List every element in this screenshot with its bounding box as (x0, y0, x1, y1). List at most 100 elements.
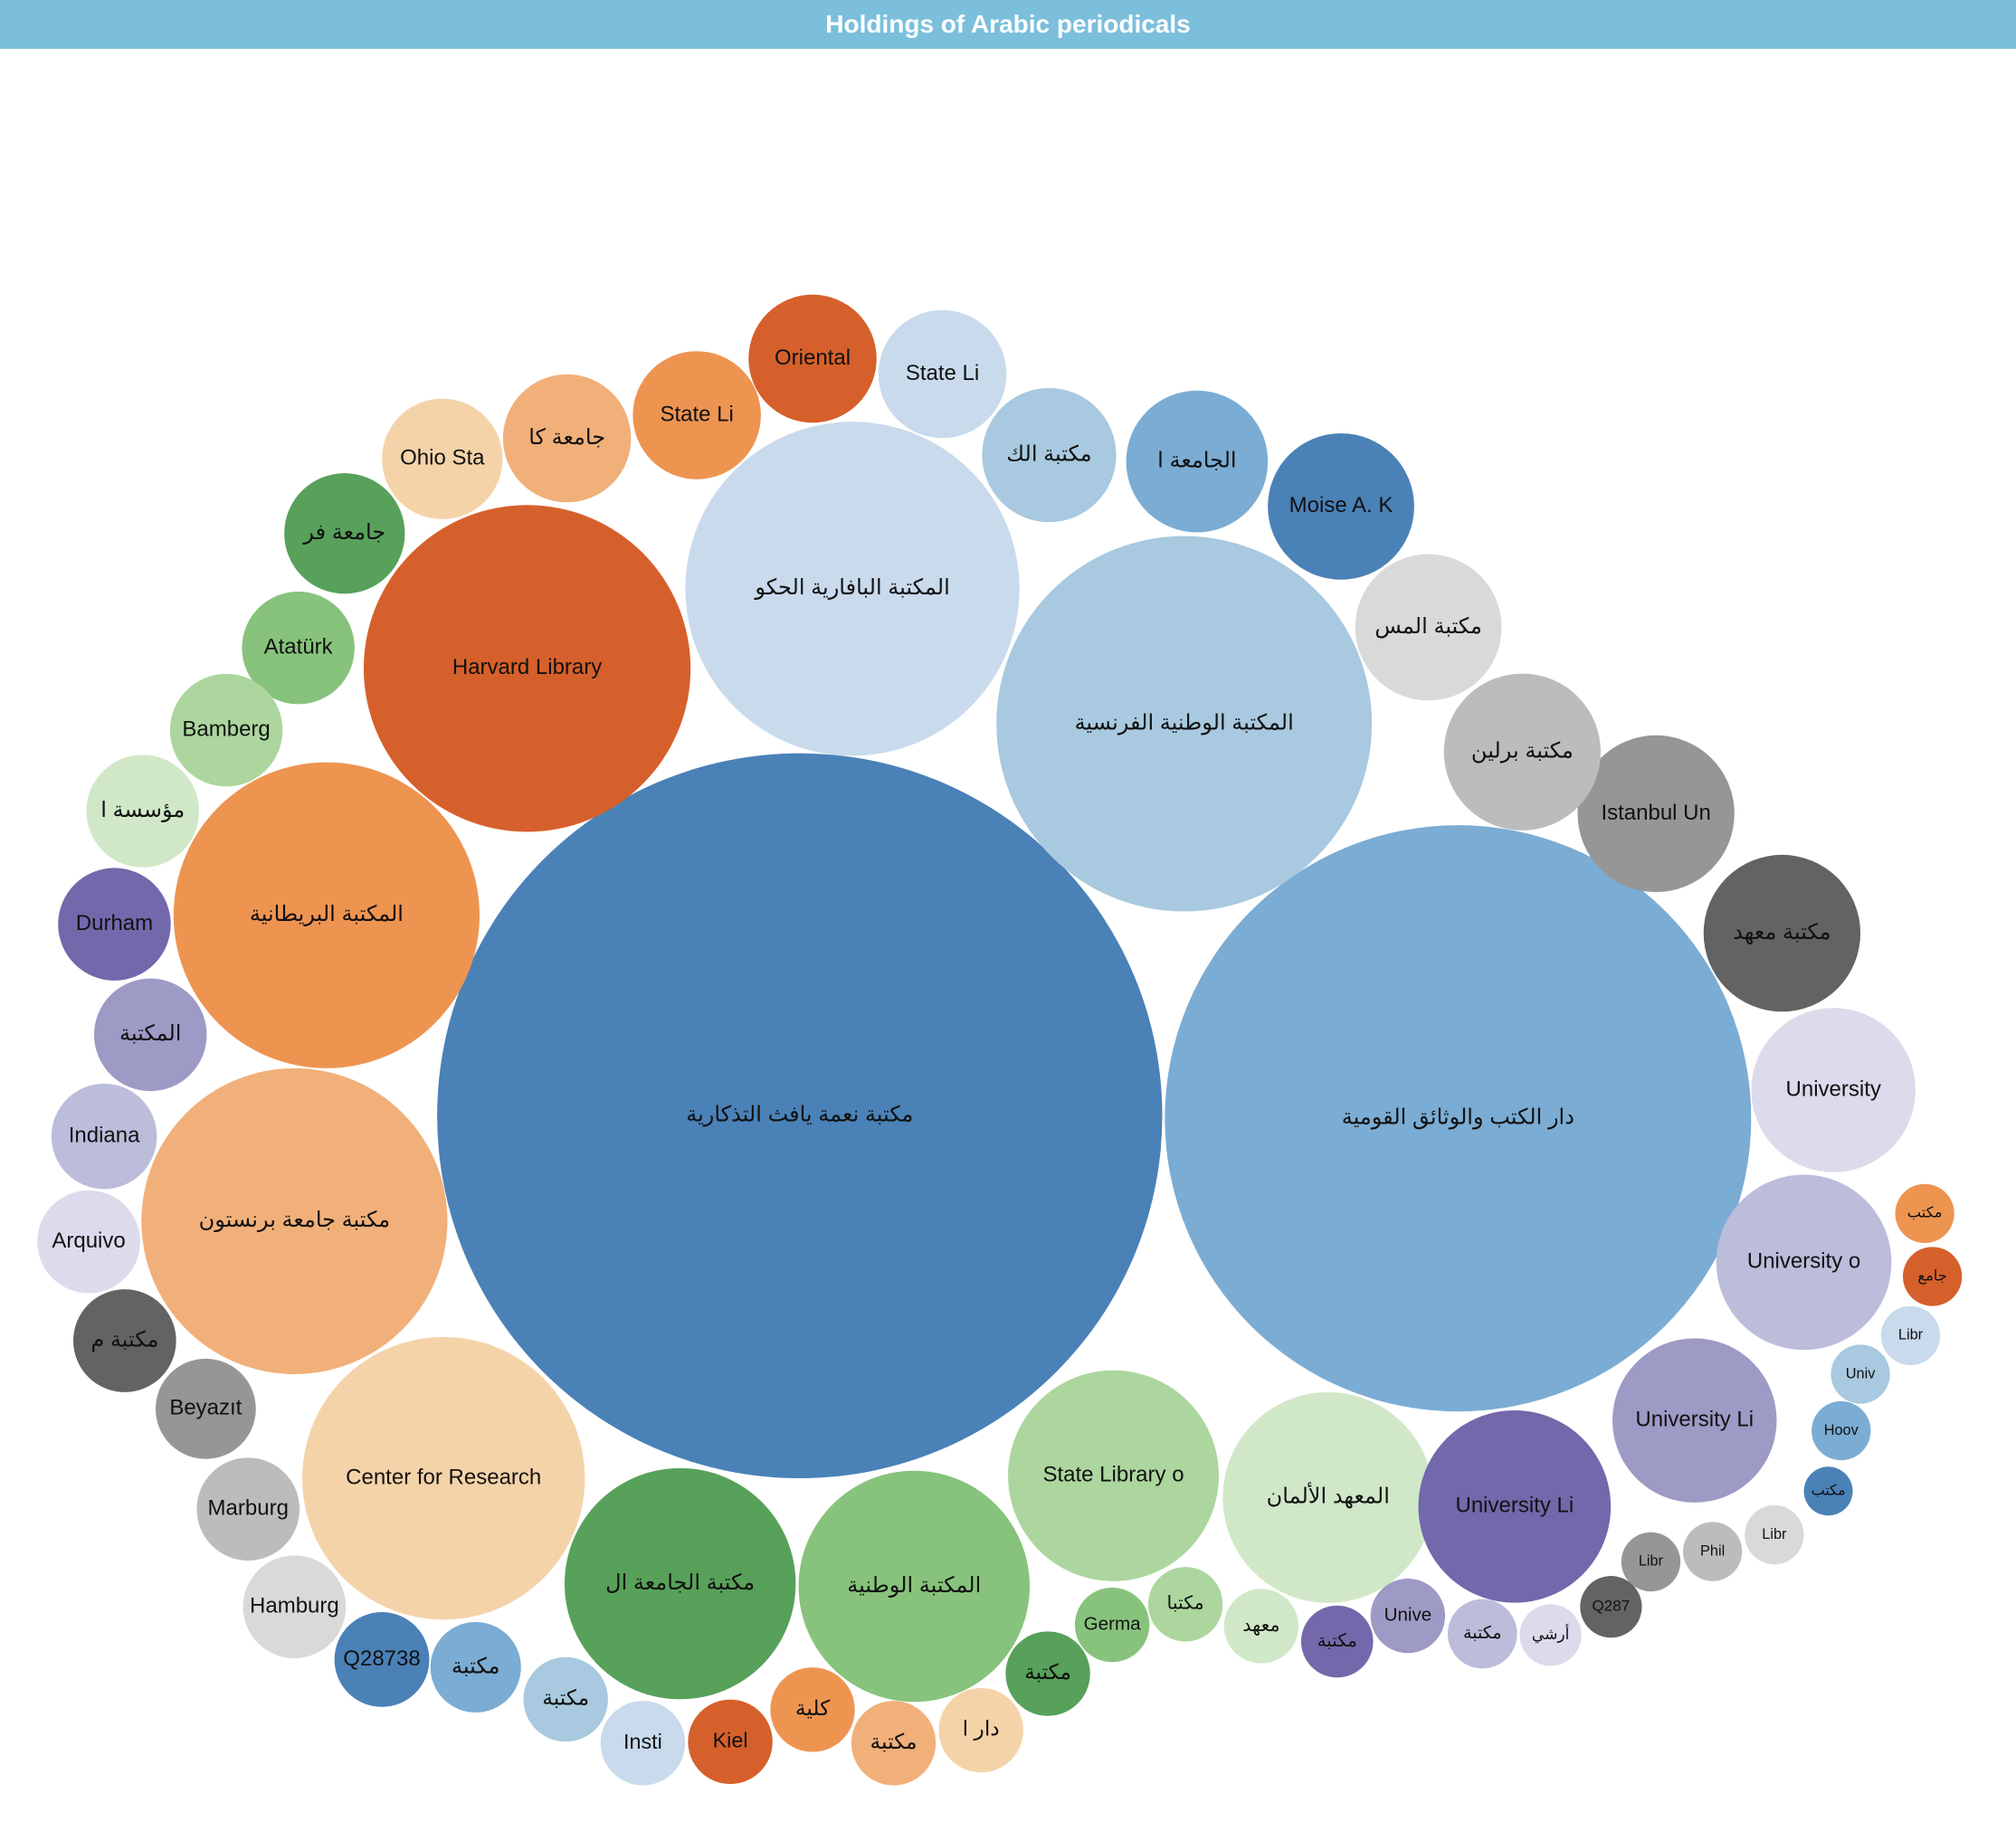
bubble-label: Bamberg (182, 716, 270, 741)
bubble-label: مكتبة (542, 1686, 589, 1710)
bubble-label: State Li (660, 402, 733, 426)
bubble (1621, 1532, 1681, 1592)
bubble-label: Beyazıt (169, 1396, 242, 1420)
bubble-label: مكتبة نعمة يافث التذكارية (686, 1103, 913, 1127)
bubble-label: Istanbul Un (1601, 801, 1710, 825)
bubble-label: Hamburg (250, 1593, 339, 1618)
bubble (196, 1457, 300, 1561)
bubble (1074, 1587, 1150, 1663)
bubble (1831, 1344, 1890, 1404)
bubble-label: State Li (906, 361, 979, 385)
bubble-label: Center for Research (346, 1465, 541, 1489)
bubble (982, 387, 1117, 523)
bubble-label: الجامعة ا (1157, 448, 1236, 472)
bubble (1223, 1589, 1299, 1664)
bubble (430, 1621, 521, 1713)
bubble (1005, 1631, 1090, 1716)
bubble (1268, 432, 1414, 580)
bubble (334, 1612, 430, 1707)
bubble (564, 1467, 796, 1700)
bubble (1165, 825, 1752, 1412)
bubble (770, 1667, 855, 1752)
bubble-label: University (1786, 1077, 1881, 1101)
bubble (141, 1068, 448, 1374)
bubble (1222, 1391, 1434, 1603)
bubble-label: Durham (76, 911, 153, 935)
bubble (1902, 1247, 1963, 1306)
bubble-label: مكتبا (1167, 1593, 1204, 1614)
bubble-label: مكتبة (1317, 1631, 1357, 1651)
bubble (1703, 854, 1861, 1012)
bubble-label: Libr (1762, 1526, 1787, 1542)
bubble-label: Q287 (1593, 1598, 1631, 1615)
bubble (58, 868, 171, 981)
bubble (1803, 1466, 1853, 1516)
bubble (37, 1190, 140, 1294)
bubble-label: Arquivo (52, 1229, 125, 1253)
bubble (600, 1701, 686, 1786)
bubble-label: Oriental (775, 346, 851, 370)
bubble (1519, 1604, 1582, 1666)
bubble (173, 762, 480, 1068)
bubble-label: Insti (623, 1730, 662, 1753)
bubble-label: مكتبة (1463, 1624, 1502, 1643)
bubble (1147, 1567, 1223, 1642)
bubble-label: Hoov (1824, 1422, 1859, 1438)
bubble-label: Q28738 (343, 1646, 420, 1671)
bubble-label: Atatürk (264, 634, 334, 659)
bubble-label: أرشي (1532, 1624, 1569, 1644)
bubble (382, 398, 503, 519)
bubble-label: Ohio Sta (400, 446, 485, 470)
bubble (1612, 1338, 1777, 1503)
bubble (242, 591, 355, 705)
bubble-label: مكتبة (1024, 1660, 1071, 1684)
bubble (155, 1358, 256, 1459)
bubble (688, 1699, 773, 1785)
bubble-chart: مكتبة نعمة يافث التذكارية دار الكتب والوث… (37, 294, 1963, 1786)
bubble (93, 978, 207, 1092)
bubble-label: مكتبة الك (1006, 441, 1091, 466)
bubble (1447, 1599, 1517, 1669)
bubble-label: Indiana (69, 1123, 140, 1147)
bubble-label: Harvard Library (452, 655, 602, 679)
bubble (1895, 1183, 1954, 1244)
bubble-label: مكتب (1907, 1205, 1943, 1221)
bubble (938, 1687, 1023, 1773)
bubble (51, 1083, 157, 1190)
bubble (1443, 673, 1602, 830)
bubble (523, 1656, 608, 1742)
bubble-label: دار الكتب والوثائق القومية (1342, 1106, 1574, 1130)
bubble (1580, 1576, 1642, 1638)
bubble (685, 422, 1020, 756)
bubble-label: Unive (1384, 1605, 1432, 1626)
bubble (851, 1701, 937, 1786)
bubble (878, 309, 1007, 439)
bubble-label: Libr (1639, 1553, 1664, 1570)
bubble (1300, 1605, 1374, 1678)
bubble-label: دار ا (963, 1717, 1000, 1741)
bubble-label: المكتبة الوطنية الفرنسية (1075, 710, 1294, 735)
bubble-label: مكتبة جامعة برنستون (199, 1208, 391, 1232)
bubble (284, 473, 405, 594)
bubble-label: مكتبة (452, 1654, 499, 1678)
bubble-label: جامعة فر (302, 520, 385, 545)
bubble (1751, 1008, 1916, 1172)
bubble-label: كلية (795, 1696, 831, 1720)
bubble (1126, 390, 1269, 533)
bubble-label: مكتبة الجامعة ال (605, 1571, 755, 1595)
bubble-label: Phil (1700, 1542, 1725, 1559)
bubble (363, 505, 691, 832)
bubble (1683, 1522, 1743, 1581)
bubble-label: مكتب (1812, 1483, 1846, 1498)
bubble (1716, 1174, 1892, 1351)
bubble-label: University o (1747, 1249, 1860, 1274)
bubble (748, 294, 877, 423)
bubble-label: معهد (1242, 1615, 1279, 1636)
bubble-label: Moise A. K (1289, 493, 1393, 517)
bubble (632, 351, 761, 479)
chart-title: Holdings of Arabic periodicals (0, 0, 2016, 49)
bubble-label: Germa (1084, 1613, 1141, 1634)
bubble-label: Marburg (208, 1496, 289, 1521)
bubble-label: University Li (1635, 1407, 1754, 1431)
